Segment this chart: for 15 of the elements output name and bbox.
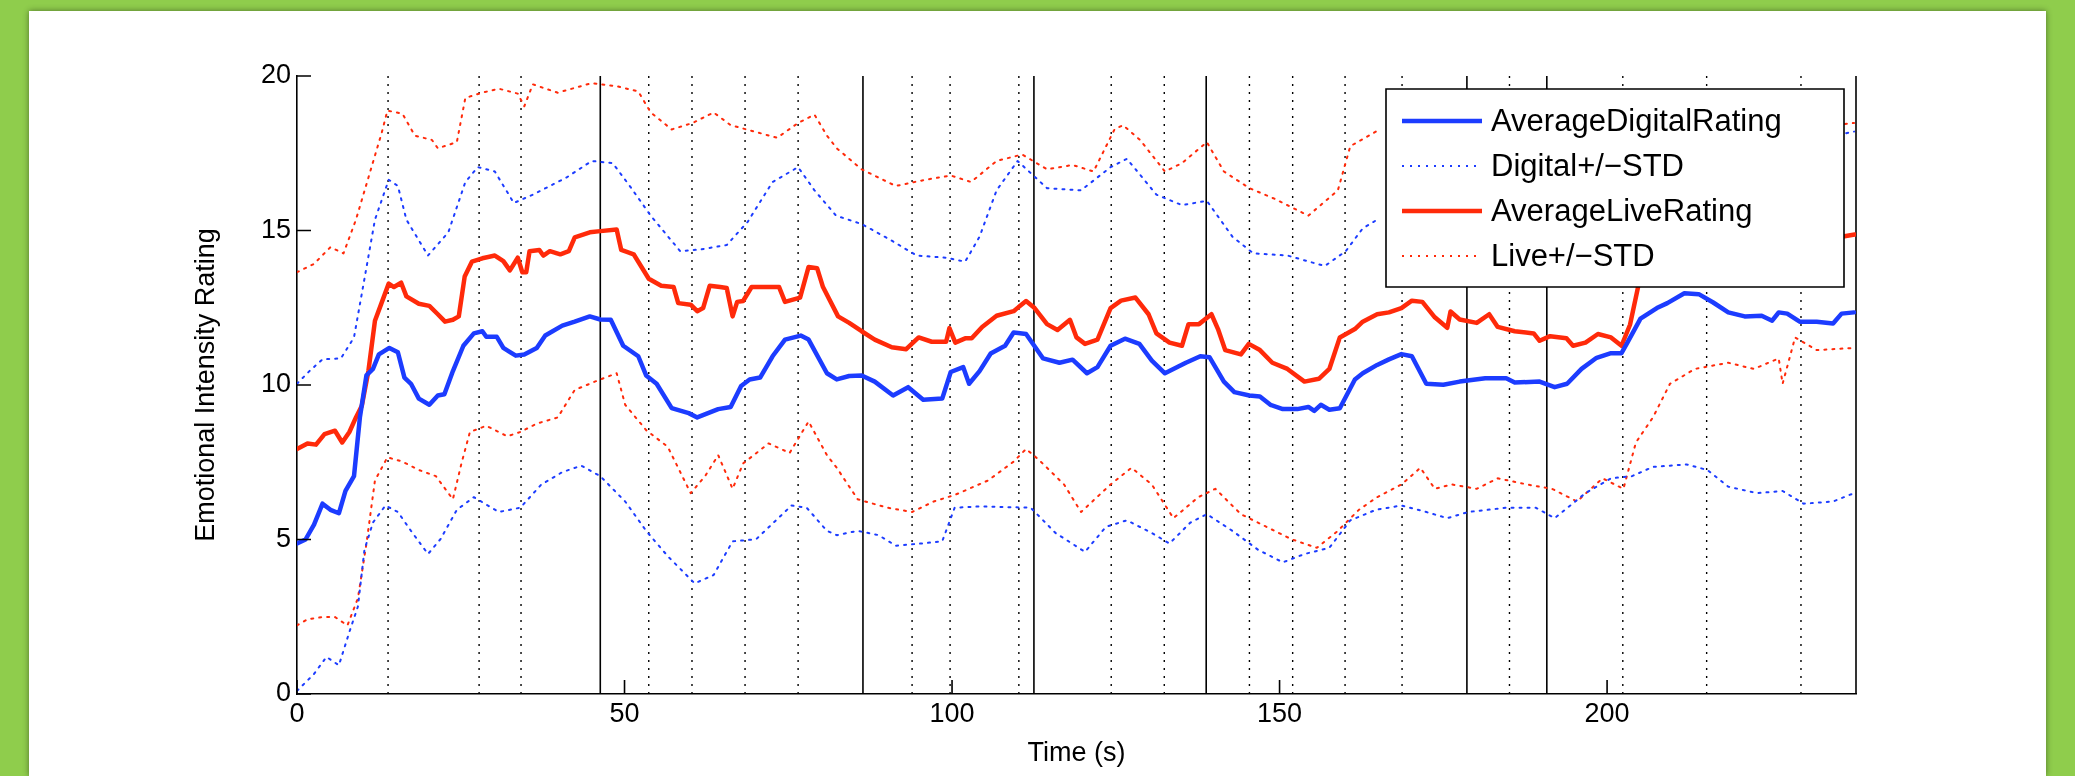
x-axis-title: Time (s) <box>1027 737 1126 768</box>
y-tick-label: 0 <box>275 677 291 708</box>
x-tick-label: 100 <box>929 697 975 728</box>
y-axis-title: Emotional Intensity Rating <box>189 228 220 542</box>
x-tick-label: 150 <box>1257 697 1303 728</box>
y-tick-label: 15 <box>260 213 291 244</box>
y-tick-label: 5 <box>275 522 291 553</box>
legend-label: AverageLiveRating <box>1491 192 1753 228</box>
y-tick-label: 10 <box>260 368 291 399</box>
x-tick-label: 50 <box>609 697 640 728</box>
y-tick-label: 20 <box>260 59 291 90</box>
legend-label: Live+/−STD <box>1491 237 1655 273</box>
legend-label: AverageDigitalRating <box>1491 102 1782 138</box>
legend-label: Digital+/−STD <box>1491 147 1684 183</box>
x-tick-label: 200 <box>1584 697 1630 728</box>
